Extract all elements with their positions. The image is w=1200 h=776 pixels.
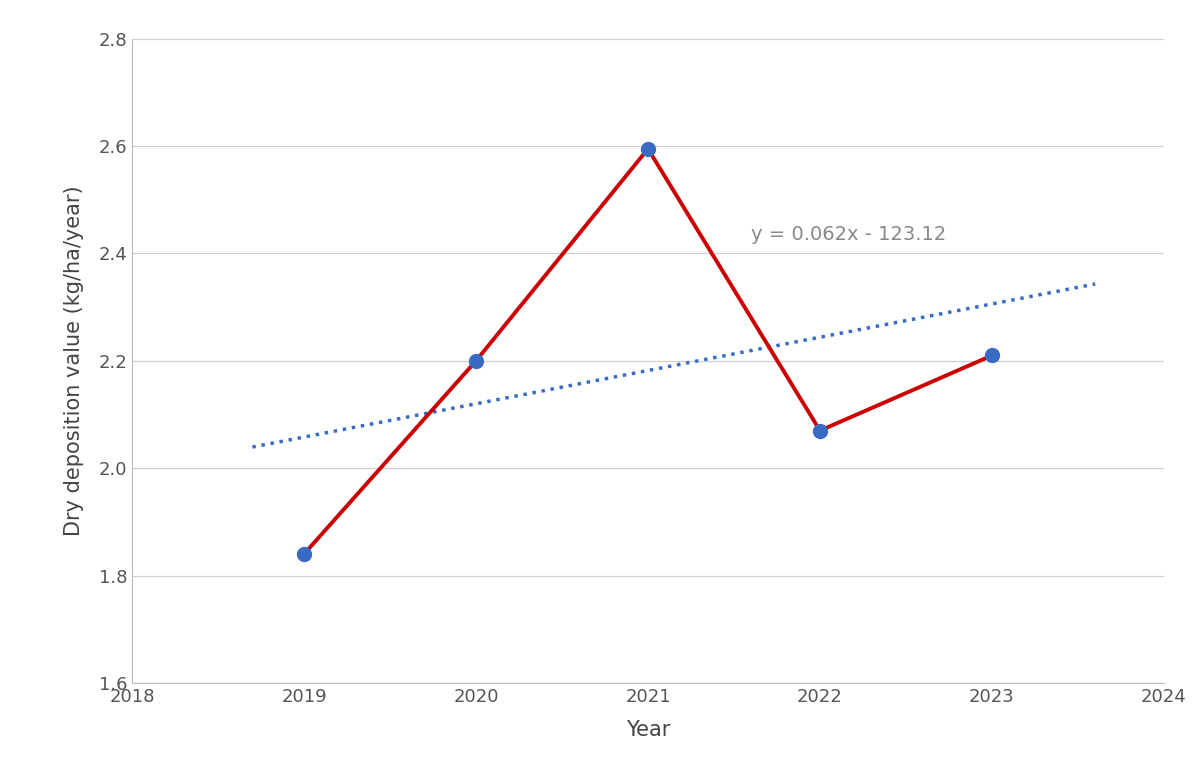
X-axis label: Year: Year bbox=[626, 719, 670, 740]
Y-axis label: Dry deposition value (kg/ha/year): Dry deposition value (kg/ha/year) bbox=[65, 185, 84, 536]
Text: y = 0.062x - 123.12: y = 0.062x - 123.12 bbox=[751, 225, 947, 244]
